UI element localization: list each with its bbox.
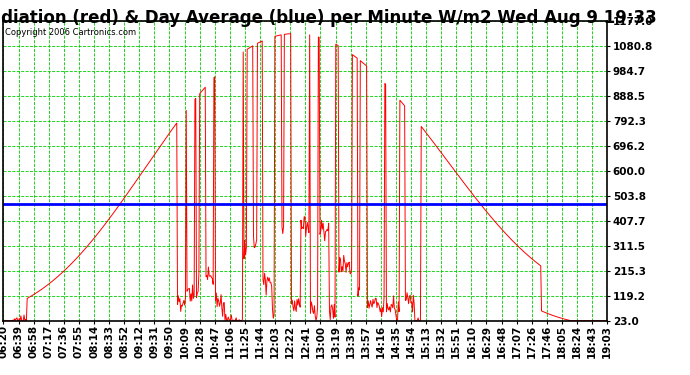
Text: Copyright 2006 Cartronics.com: Copyright 2006 Cartronics.com [5, 28, 136, 37]
Text: Solar Radiation (red) & Day Average (blue) per Minute W/m2 Wed Aug 9 19:33: Solar Radiation (red) & Day Average (blu… [0, 9, 657, 27]
